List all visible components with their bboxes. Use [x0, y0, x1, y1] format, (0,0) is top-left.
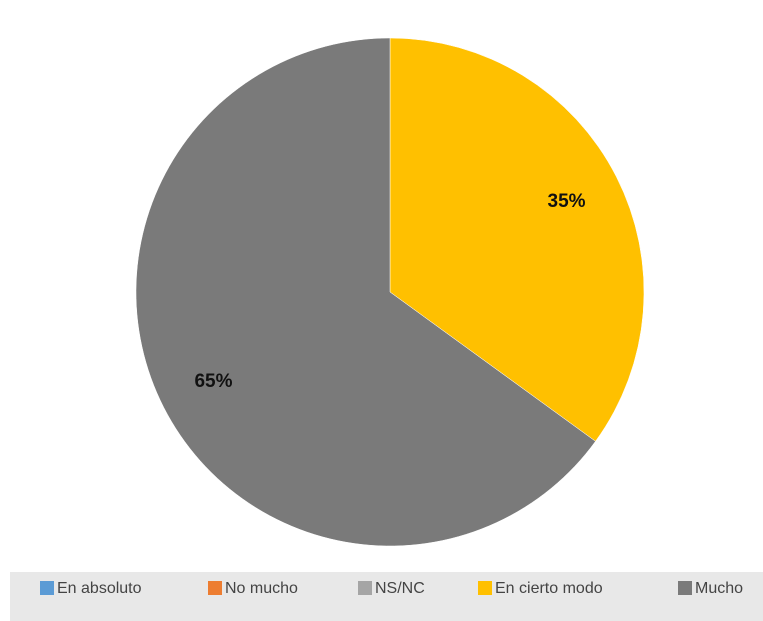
legend-swatch [358, 581, 372, 595]
data-label: 65% [194, 371, 232, 392]
legend-label: En absoluto [57, 580, 142, 597]
pie-slice [389, 37, 645, 442]
legend-label: Mucho [695, 580, 743, 597]
legend-swatch [40, 581, 54, 595]
legend-swatch [478, 581, 492, 595]
legend-swatch [208, 581, 222, 595]
legend-label: No mucho [225, 580, 298, 597]
legend-label: NS/NC [375, 580, 425, 597]
pie-slice [135, 37, 596, 547]
legend-swatch [678, 581, 692, 595]
data-label: 35% [548, 191, 586, 212]
legend-background [10, 572, 763, 621]
legend-label: En cierto modo [495, 580, 603, 597]
